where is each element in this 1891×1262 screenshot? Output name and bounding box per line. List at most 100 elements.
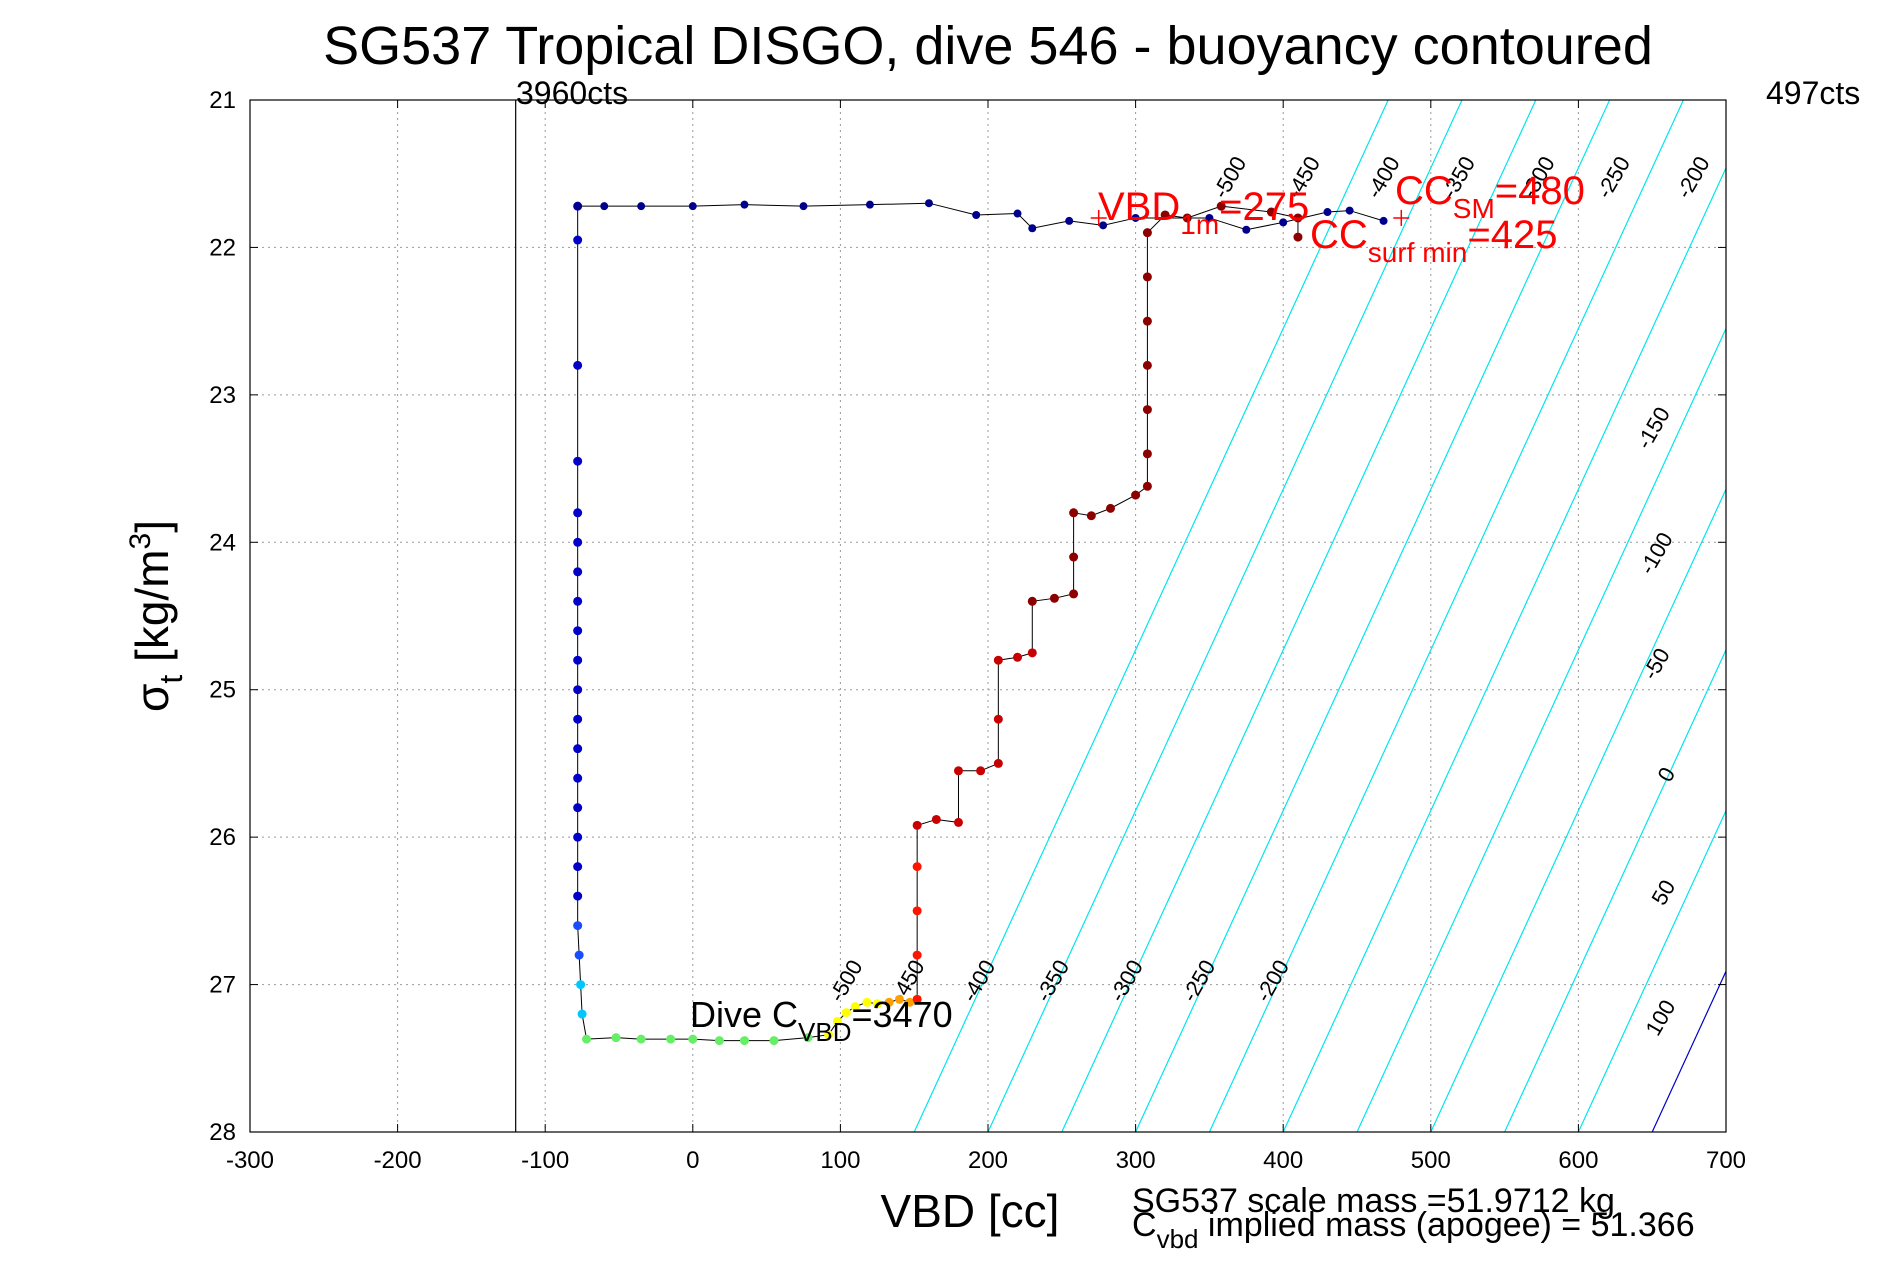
annotation-cc-surf-min-value: =425 (1467, 213, 1557, 257)
surface-trace-line (577, 202, 1384, 231)
contour-line (1135, 100, 1611, 1132)
data-point (573, 655, 583, 665)
data-point (1293, 213, 1303, 223)
data-point (884, 997, 894, 1007)
data-point (573, 773, 583, 783)
data-point (666, 1034, 676, 1044)
data-point (1131, 490, 1141, 500)
annotation-cc-surf-min-main: CC (1310, 213, 1368, 257)
data-point (993, 758, 1003, 768)
data-point (905, 997, 915, 1007)
data-point (573, 537, 583, 547)
y-tick-label: 21 (209, 87, 236, 114)
contour-line (1208, 100, 1684, 1132)
annotations: VBD1m=275 CCSM=480 CCsurf min=425 Dive C… (690, 169, 1585, 1047)
data-point (1069, 508, 1079, 518)
data-point (1027, 648, 1037, 658)
y-axis-label-main: σ (126, 684, 178, 712)
data-point (1106, 503, 1116, 513)
data-point (832, 1016, 842, 1026)
annotation-cc-sm: CCSM=480 (1395, 169, 1585, 224)
contour-line (1356, 327, 1726, 1132)
grid-lines (250, 100, 1726, 1132)
y-tick-label: 28 (209, 1119, 236, 1146)
data-point (912, 906, 922, 916)
y-axis-label-sub: t (153, 675, 189, 684)
data-point (573, 567, 583, 577)
x-tick-label: 100 (820, 1147, 860, 1174)
data-point (573, 456, 583, 466)
data-point (1086, 511, 1096, 521)
x-tick-label: 400 (1263, 1147, 1303, 1174)
contour-line (987, 100, 1463, 1132)
data-point (636, 1034, 646, 1044)
data-point (740, 200, 749, 209)
data-point (1142, 481, 1152, 491)
data-point (1279, 218, 1288, 227)
data-point (573, 714, 583, 724)
data-point (600, 202, 609, 211)
data-point (1216, 201, 1226, 211)
data-point (912, 862, 922, 872)
data-point (1205, 213, 1214, 222)
data-point (573, 508, 583, 518)
data-point (573, 832, 583, 842)
annotation-dive-cvbd-main: Dive C (690, 994, 798, 1035)
series-layer (573, 199, 1410, 1046)
top-label-right: 497cts (1766, 75, 1860, 111)
data-point (972, 210, 981, 219)
data-point (582, 1034, 592, 1044)
footer-cvbd-mass: Cvbd implied mass (apogee) = 51.366 (1132, 1206, 1695, 1254)
annotation-cc-surf-min-sub: surf min (1368, 237, 1468, 268)
y-axis-label-sup: 3 (124, 533, 157, 550)
data-point (993, 714, 1003, 724)
data-point (573, 596, 583, 606)
data-point (573, 626, 583, 636)
data-point (577, 1009, 587, 1019)
y-tick-label: 24 (209, 529, 236, 556)
data-point (1323, 208, 1332, 217)
y-axis-label-close: ] (126, 520, 178, 533)
data-point (1266, 207, 1276, 217)
annotation-dive-cvbd-value: =3470 (852, 994, 953, 1035)
data-point (574, 950, 584, 960)
y-tick-label: 22 (209, 234, 236, 261)
data-point (850, 1002, 860, 1012)
data-point (739, 1036, 749, 1046)
data-point (573, 803, 583, 813)
contour-line (913, 100, 1389, 1132)
data-point (1142, 272, 1152, 282)
y-axis-label: σt [kg/m3] (124, 520, 189, 712)
x-tick-label: 500 (1411, 1147, 1451, 1174)
data-point (931, 814, 941, 824)
data-point (573, 360, 583, 370)
data-point (993, 655, 1003, 665)
data-point (1293, 232, 1303, 242)
x-axis-label: VBD [cc] (881, 1185, 1060, 1237)
data-point (953, 817, 963, 827)
data-point (1142, 360, 1152, 370)
data-point (1049, 593, 1059, 603)
data-point (1131, 213, 1140, 222)
data-point (824, 1030, 834, 1040)
axis-ticks: -300 -200 -100 0 100 200 300 400 500 600 700 21 22 23… (209, 87, 1746, 1174)
data-point (688, 1034, 698, 1044)
data-point (688, 202, 697, 211)
contour-line (1430, 487, 1726, 1132)
top-label-left: 3960cts (516, 75, 628, 111)
y-tick-label: 23 (209, 382, 236, 409)
data-point (865, 200, 874, 209)
data-point (1142, 316, 1152, 326)
annotation-cc-sm-main: CC (1395, 169, 1453, 213)
data-point (912, 950, 922, 960)
data-point (976, 766, 986, 776)
data-point (1142, 449, 1152, 459)
contour-line (1282, 166, 1726, 1132)
footer-scale-mass: SG537 scale mass =51.9712 kg (1132, 1182, 1615, 1220)
data-point (862, 997, 872, 1007)
data-point (1013, 652, 1023, 662)
data-point (912, 820, 922, 830)
data-point (1182, 213, 1192, 223)
data-point (953, 766, 963, 776)
buoyancy-contours (913, 100, 1726, 1132)
